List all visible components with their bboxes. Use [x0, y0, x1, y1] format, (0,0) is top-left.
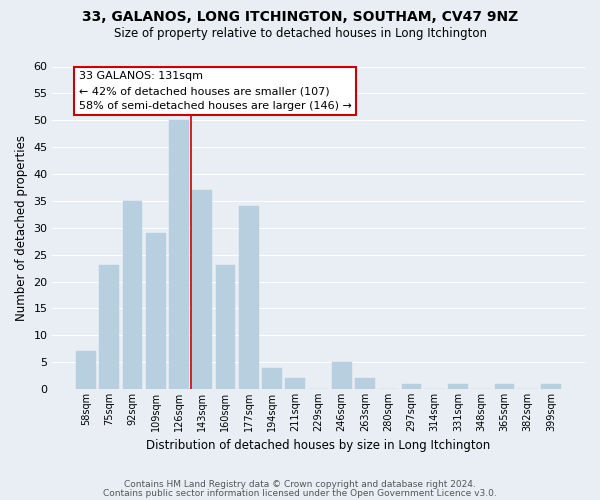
Bar — [355, 378, 375, 389]
Bar — [541, 384, 561, 389]
Bar — [239, 206, 259, 389]
Bar — [215, 266, 235, 389]
Text: Contains HM Land Registry data © Crown copyright and database right 2024.: Contains HM Land Registry data © Crown c… — [124, 480, 476, 489]
Y-axis label: Number of detached properties: Number of detached properties — [15, 135, 28, 321]
Text: 33 GALANOS: 131sqm
← 42% of detached houses are smaller (107)
58% of semi-detach: 33 GALANOS: 131sqm ← 42% of detached hou… — [79, 72, 352, 111]
Bar — [122, 201, 142, 389]
Bar — [494, 384, 514, 389]
Text: 33, GALANOS, LONG ITCHINGTON, SOUTHAM, CV47 9NZ: 33, GALANOS, LONG ITCHINGTON, SOUTHAM, C… — [82, 10, 518, 24]
Bar — [100, 266, 119, 389]
X-axis label: Distribution of detached houses by size in Long Itchington: Distribution of detached houses by size … — [146, 440, 491, 452]
Text: Size of property relative to detached houses in Long Itchington: Size of property relative to detached ho… — [113, 28, 487, 40]
Bar — [146, 233, 166, 389]
Bar — [401, 384, 421, 389]
Bar — [169, 120, 189, 389]
Bar — [285, 378, 305, 389]
Bar — [448, 384, 468, 389]
Bar — [332, 362, 352, 389]
Bar — [262, 368, 282, 389]
Bar — [76, 352, 96, 389]
Text: Contains public sector information licensed under the Open Government Licence v3: Contains public sector information licen… — [103, 489, 497, 498]
Bar — [193, 190, 212, 389]
